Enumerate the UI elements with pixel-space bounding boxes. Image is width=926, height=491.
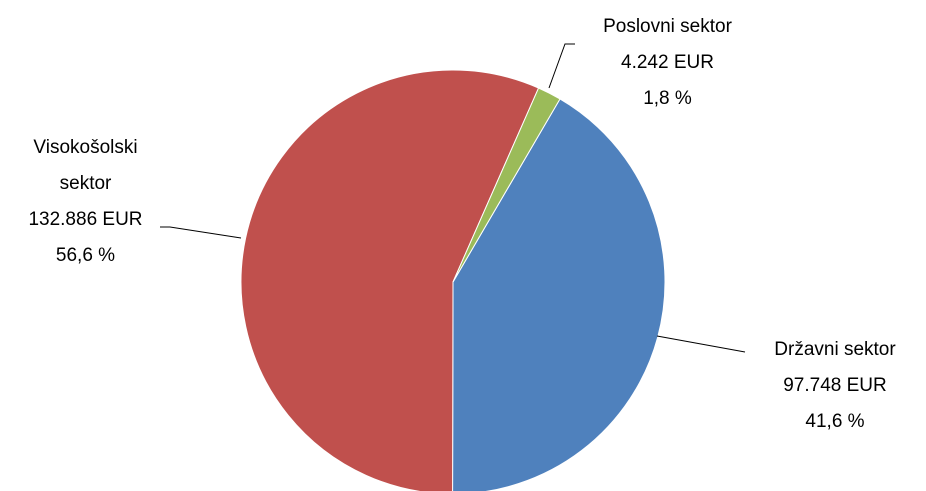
value-label: 4.242 EUR (621, 52, 714, 73)
data-label: Visokošolski sektor 132.886 EUR 56,6 % (8, 130, 163, 274)
data-label: Državni sektor 97.748 EUR 41,6 % (745, 332, 925, 440)
leader-line (548, 43, 575, 89)
percent-label: 1,8 % (643, 88, 692, 109)
value-label: 97.748 EUR (783, 375, 887, 396)
pie-slice (240, 69, 540, 491)
category-label: Državni sektor (774, 339, 896, 360)
leader-line (656, 335, 746, 353)
data-label: Poslovni sektor 4.242 EUR 1,8 % (565, 9, 770, 117)
percent-label: 41,6 % (805, 411, 865, 432)
value-label: 132.886 EUR (28, 209, 143, 230)
pie-slice (452, 98, 666, 491)
category-label: Poslovni sektor (603, 16, 732, 37)
pie-slice (452, 87, 561, 283)
category-label: Visokošolski sektor (33, 137, 138, 194)
percent-label: 56,6 % (55, 245, 116, 266)
leader-line (160, 226, 242, 239)
